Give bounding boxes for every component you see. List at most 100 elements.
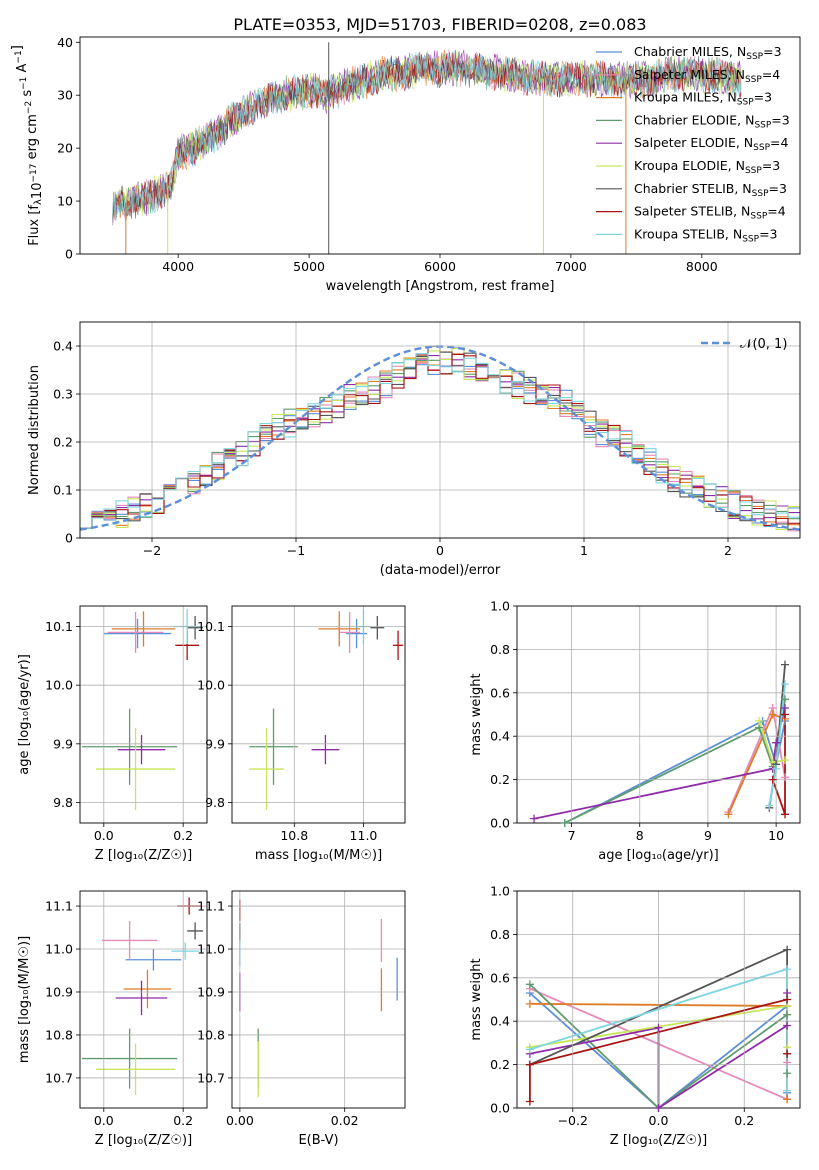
- weight-marker-chabrier-elodie: [560, 819, 569, 827]
- x-tick-label: 7: [568, 828, 576, 843]
- chart-spectrum: 4000 5000 6000 7000 8000 0 10 20 30 40 wavelength …: [10, 35, 801, 294]
- y-tick-label: 10.7: [45, 1070, 73, 1085]
- weight-marker-kroupa-stelib: [765, 801, 774, 810]
- x-tick-label: 0: [436, 543, 444, 558]
- plot-area-weight_vs_age: [533, 664, 786, 823]
- chart-mass_vs_ebv: 0.00 0.02 10.7 10.8 10.9 11.0 11.1 E(B-V): [197, 890, 406, 1148]
- y-axis-label: mass weight: [469, 673, 484, 755]
- figure-title: PLATE=0353, MJD=51703, FIBERID=0208, z=0…: [233, 15, 646, 34]
- y-tick-label: 20: [57, 141, 73, 156]
- y-axis-label: Normed distribution: [27, 365, 42, 495]
- y-tick-label: 10.1: [197, 619, 225, 634]
- y-tick-label: 9.9: [53, 736, 73, 751]
- weight-marker-chabrier-stelib: [783, 945, 792, 954]
- y-tick-label: 0.2: [53, 435, 73, 450]
- spectrum-line-kroupa-stelib: [112, 52, 742, 222]
- plot-area-age_vs_mass: [249, 608, 404, 811]
- axes-frame: [516, 605, 801, 824]
- x-tick-label: 9: [704, 828, 712, 843]
- x-tick-label: 2: [724, 543, 732, 558]
- axes-frame: [79, 605, 208, 824]
- weight-marker-salpeter-stelib: [525, 1060, 534, 1069]
- x-tick-label: 7000: [555, 259, 587, 274]
- y-tick-label: 11.1: [197, 899, 225, 914]
- y-tick-label: 11.0: [197, 942, 225, 957]
- weight-marker-salpeter-stelib: [780, 710, 789, 719]
- x-tick-label: −2: [143, 543, 161, 558]
- weight-marker-chabrier-stelib: [780, 660, 789, 669]
- x-tick-label: 10.8: [280, 828, 308, 843]
- chart-weight_vs_Z: −0.2 0.0 0.2 0.0 0.2 0.4 0.6 0.8 1.0 Z [log₁₀(Z/Z…: [469, 884, 801, 1148]
- weight-marker-salpeter-stelib: [768, 775, 777, 784]
- plot-area-age_vs_Z: [81, 608, 204, 811]
- y-tick-label: 10.1: [45, 619, 73, 634]
- x-tick-label: 0.2: [734, 1113, 754, 1128]
- x-tick-label: 0.02: [331, 1113, 359, 1128]
- x-tick-label: 0.0: [649, 1113, 669, 1128]
- y-tick-label: 10.8: [197, 1027, 225, 1042]
- weight-marker-kroupa-miles: [525, 999, 534, 1008]
- x-tick-label: 6000: [424, 259, 456, 274]
- plot-area-mass_vs_ebv: [239, 899, 398, 1098]
- y-tick-label: 0.4: [490, 1014, 510, 1029]
- plot-area-mass_vs_Z: [81, 897, 204, 1096]
- weight-marker-salpeter-stelib: [780, 810, 789, 819]
- y-axis-label: mass weight: [469, 958, 484, 1040]
- chart-mass_vs_Z: 0.0 0.2 10.7 10.8 10.9 11.0 11.1 Z [log₁₀(Z/Z☉)…: [17, 890, 208, 1148]
- weight-marker-kroupa-miles: [783, 1095, 792, 1104]
- axes-frame: [79, 321, 801, 539]
- weight-marker-kroupa-miles: [724, 810, 733, 819]
- legend-label-chabrier-miles: Chabrier MILES, NSSP=3: [634, 44, 782, 62]
- y-tick-label: 9.8: [205, 795, 225, 810]
- x-tick-label: 1: [580, 543, 588, 558]
- legend-label-salpeter-miles: Salpeter MILES, NSSP=4: [634, 67, 780, 85]
- chart-residuals: −2 −1 0 1 2 0 0.1 0.2 0.3 0.4 (data-model)/error No…: [27, 321, 801, 578]
- weight-marker-salpeter-elodie: [654, 1023, 663, 1032]
- legend-label-kroupa-stelib: Kroupa STELIB, NSSP=3: [634, 226, 778, 244]
- y-axis-label: age [log₁₀(age/yr)]: [17, 654, 32, 775]
- chart-age_vs_Z: 0.0 0.2 9.8 9.9 10.0 10.1 Z [log₁₀(Z/Z☉)] age […: [17, 605, 208, 863]
- x-tick-label: 11.0: [350, 828, 378, 843]
- chart-age_vs_mass: 10.8 11.0 9.8 9.9 10.0 10.1 mass [log₁₀(M/M☉)]: [197, 605, 406, 863]
- weight-marker-kroupa-elodie: [755, 717, 764, 726]
- y-tick-label: 40: [57, 35, 73, 50]
- y-tick-label: 0: [65, 531, 73, 546]
- legend-label-kroupa-elodie: Kroupa ELODIE, NSSP=3: [634, 158, 780, 176]
- y-tick-label: 0.0: [490, 816, 510, 831]
- weight-marker-kroupa-miles: [768, 710, 777, 719]
- weight-line-chabrier-miles: [564, 719, 786, 823]
- weight-marker-kroupa-stelib: [772, 764, 781, 773]
- x-tick-label: 8: [636, 828, 644, 843]
- y-tick-label: 0.3: [53, 387, 73, 402]
- x-axis-label: wavelength [Angstrom, rest frame]: [326, 279, 555, 294]
- y-axis-label: mass [log₁₀(M/M☉)]: [17, 936, 32, 1063]
- y-tick-label: 30: [57, 88, 73, 103]
- legend-label-kroupa-miles: Kroupa MILES, NSSP=3: [634, 90, 772, 108]
- x-axis-label: Z [log₁₀(Z/Z☉)]: [610, 1133, 707, 1148]
- weight-marker-salpeter-miles: [780, 773, 789, 782]
- y-tick-label: 0.0: [490, 1101, 510, 1116]
- x-axis-label: (data-model)/error: [380, 563, 501, 578]
- x-axis-label: Z [log₁₀(Z/Z☉)]: [95, 1133, 192, 1148]
- y-tick-label: 0.8: [490, 642, 510, 657]
- y-tick-label: 0.6: [490, 685, 510, 700]
- x-axis-label: mass [log₁₀(M/M☉)]: [255, 848, 382, 863]
- y-axis-label: Flux [fλ10−17 erg cm−2 s−1 A−1]: [10, 45, 45, 246]
- legend-label-salpeter-stelib: Salpeter STELIB, NSSP=4: [634, 204, 786, 222]
- y-tick-label: 0.2: [490, 772, 510, 787]
- weight-marker-salpeter-stelib: [525, 1097, 534, 1106]
- legend-label-normal: 𝒩(0, 1): [740, 337, 787, 352]
- x-tick-label: −0.2: [558, 1113, 588, 1128]
- x-tick-label: 0.00: [226, 1113, 254, 1128]
- x-axis-label: E(B-V): [298, 1133, 338, 1148]
- y-tick-label: 10.8: [45, 1027, 73, 1042]
- legend-label-chabrier-elodie: Chabrier ELODIE, NSSP=3: [634, 112, 790, 130]
- y-tick-label: 0: [65, 247, 73, 262]
- weight-marker-chabrier-elodie: [783, 1069, 792, 1078]
- y-tick-label: 10.0: [197, 678, 225, 693]
- weight-marker-kroupa-stelib: [780, 680, 789, 689]
- y-tick-label: 10: [57, 194, 73, 209]
- axes-frame: [231, 605, 406, 824]
- x-tick-label: −1: [287, 543, 305, 558]
- y-tick-label: 1.0: [490, 599, 510, 614]
